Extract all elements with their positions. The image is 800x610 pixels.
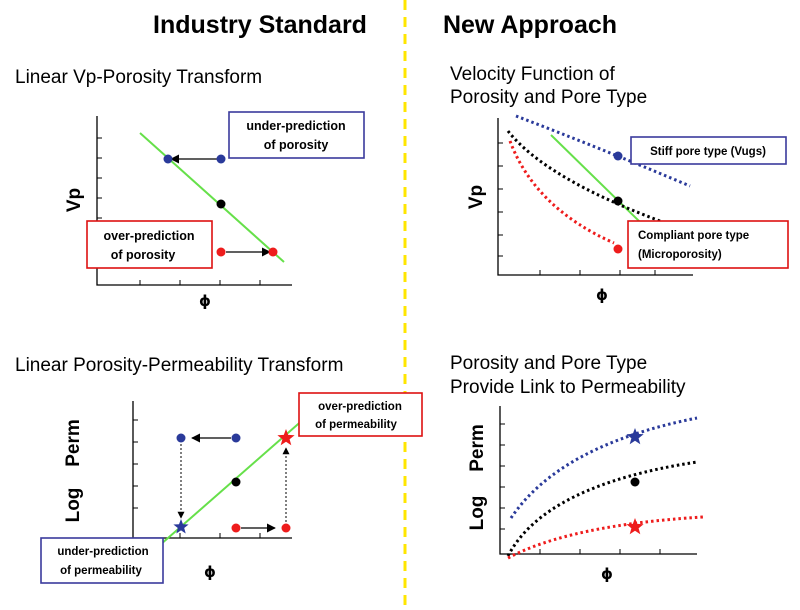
header-new-approach: New Approach [443, 11, 617, 39]
note-line: under-prediction [57, 546, 148, 558]
black-point [630, 477, 640, 487]
blue-star [626, 428, 644, 445]
axes [132, 401, 292, 539]
y-axis-label: Vp [64, 188, 85, 212]
panel-velocity-function: Velocity Function of Porosity and Pore T… [450, 64, 789, 304]
blue-point [231, 433, 241, 443]
y-axis-label-log: Log [63, 488, 84, 523]
blue-point [163, 154, 173, 164]
note-line: Compliant pore type [638, 230, 749, 242]
red-point [281, 523, 291, 533]
black-point [231, 477, 241, 487]
panel-pore-type-link: Porosity and Pore Type Provide Link to P… [450, 353, 704, 583]
panel-title-line: Velocity Function of [450, 64, 615, 85]
compliant-pore-curve [508, 140, 615, 245]
note-box-under-prediction [40, 537, 164, 584]
note-line: of permeability [315, 419, 397, 431]
note-line: of porosity [111, 248, 176, 262]
note-box-over-prediction [298, 392, 423, 437]
y-axis-label-perm: Perm [467, 424, 488, 472]
red-point [613, 244, 623, 254]
y-axis-label: Vp [466, 185, 487, 209]
header-industry-standard: Industry Standard [153, 11, 367, 39]
red-star [626, 518, 644, 535]
note-line: over-prediction [318, 401, 402, 413]
note-box-compliant [627, 220, 789, 269]
black-point [613, 196, 623, 206]
panel-title-line: Porosity and Pore Type [450, 353, 647, 374]
red-point [231, 523, 241, 533]
linear-transform-line [550, 134, 641, 223]
panel-title: Linear Porosity-Permeability Transform [15, 355, 343, 376]
x-axis-label: ϕ [596, 286, 608, 304]
axes [497, 118, 693, 276]
blue-point [613, 151, 623, 161]
x-axis-label: ϕ [199, 292, 211, 310]
stiff-pore-curve [509, 416, 698, 519]
note-line: (Microporosity) [638, 249, 722, 261]
compliant-pore-curve [507, 515, 704, 560]
x-axis-label: ϕ [601, 565, 613, 583]
linear-transform-line [139, 132, 285, 263]
panel-vp-porosity: Linear Vp-Porosity Transform Vp ϕ under-… [15, 67, 365, 310]
red-point [268, 247, 278, 257]
note-line: of porosity [264, 138, 329, 152]
note-line: under-prediction [246, 119, 345, 133]
panel-title: Linear Vp-Porosity Transform [15, 67, 262, 88]
note-line: over-prediction [104, 229, 195, 243]
y-axis-label-log: Log [467, 496, 488, 531]
y-axis-label-perm: Perm [63, 419, 84, 467]
reference-curve [506, 460, 698, 557]
red-star [277, 429, 295, 446]
panel-porosity-permeability: Linear Porosity-Permeability Transform L… [15, 355, 423, 584]
x-axis-label: ϕ [204, 563, 216, 581]
blue-point [176, 433, 186, 443]
panel-title-line: Provide Link to Permeability [450, 377, 686, 398]
note-box-under-prediction [228, 111, 365, 159]
note-box-stiff [630, 136, 787, 165]
reference-curve [506, 130, 661, 223]
note-line: of permeability [60, 565, 142, 577]
note-line: Stiff pore type (Vugs) [650, 146, 766, 158]
red-point [216, 247, 226, 257]
axes [499, 406, 697, 555]
panel-title-line: Porosity and Pore Type [450, 87, 647, 108]
blue-star [173, 519, 189, 534]
black-point [216, 199, 226, 209]
axes [96, 116, 292, 286]
note-box-over-prediction [86, 220, 213, 269]
blue-point [216, 154, 226, 164]
